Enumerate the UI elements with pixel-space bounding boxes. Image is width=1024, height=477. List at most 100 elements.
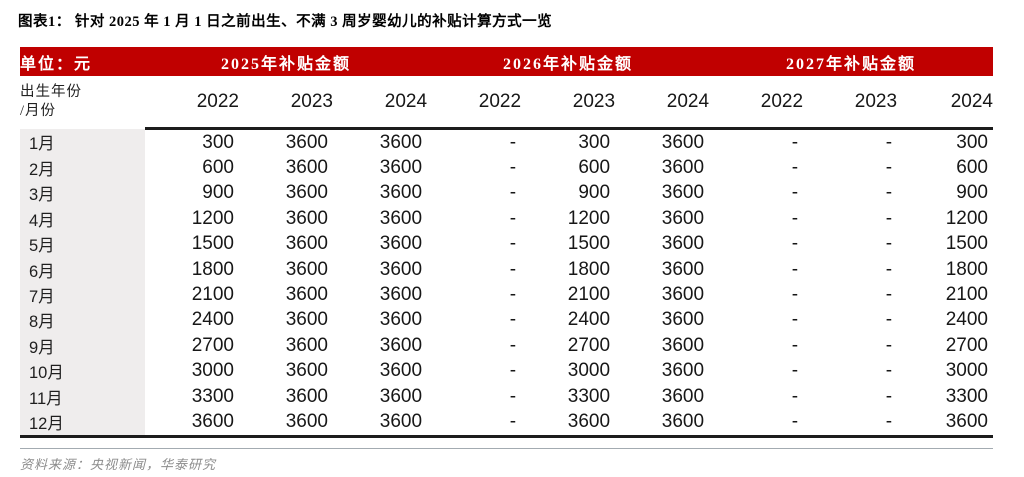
value-cell: 3600 — [379, 360, 423, 382]
year-header-cell: 2024 — [615, 76, 710, 130]
value-cell: - — [509, 309, 517, 331]
value-cell: - — [509, 334, 517, 356]
value-cell: - — [885, 360, 893, 382]
value-cell: - — [791, 284, 799, 306]
value-cell: 2400 — [191, 309, 234, 331]
value-cell: 3600 — [145, 409, 239, 438]
row-header: 出生年份 /月份 — [20, 76, 145, 129]
value-cell: 2400 — [567, 309, 611, 331]
value-cell: 3600 — [239, 409, 333, 438]
year-header-cell: 2022 — [427, 76, 522, 130]
value-cell: - — [509, 385, 517, 407]
month-cell: 8月 — [20, 307, 145, 334]
value-cell: 3600 — [285, 309, 328, 331]
source-note: 资料来源：央视新闻，华泰研究 — [20, 457, 217, 472]
month-cell: 1月 — [20, 128, 145, 156]
value-cell: - — [885, 157, 893, 179]
value-cell: - — [509, 360, 517, 382]
value-cell: - — [791, 157, 799, 179]
value-cell: - — [885, 207, 893, 229]
value-cell: 3600 — [379, 284, 423, 306]
group-header-row: 单位：元 2025年补贴金额 2026年补贴金额 2027年补贴金额 — [20, 47, 993, 76]
table-row: 4月 1200 3600 3600 - 1200 3600 - - 1200 — [20, 206, 993, 232]
value-cell: - — [509, 258, 517, 280]
value-cell: - — [509, 157, 517, 179]
year-header-cell: 2023 — [239, 76, 333, 130]
value-cell: 1500 — [945, 233, 988, 255]
month-cell: 4月 — [20, 206, 145, 232]
value-cell: 3600 — [285, 360, 328, 382]
value-cell: 3600 — [285, 385, 328, 407]
value-cell: 3600 — [285, 284, 328, 306]
value-cell: 3600 — [661, 258, 705, 280]
table-body: 1月 300 3600 3600-300 3600- -300 2月 600 3600 3600-… — [20, 128, 993, 438]
figure-title: 图表1： 针对 2025 年 1 月 1 日之前出生、不满 3 周岁婴幼儿的补贴… — [18, 14, 553, 30]
value-cell: 3600 — [661, 334, 705, 356]
table-row: 7月 2100 3600 3600 - 2100 3600 - - 2100 — [20, 282, 993, 308]
value-cell: 3600 — [285, 182, 328, 204]
value-cell: 1500 — [191, 233, 234, 255]
value-cell: 900 — [578, 182, 611, 204]
table-row: 12月 3600 3600 3600-3600 3600- -3600 — [20, 409, 993, 438]
table-row: 1月 300 3600 3600 - 300 3600 - - 300 — [20, 128, 993, 156]
value-cell: 1200 — [191, 207, 234, 229]
value-cell: 3600 — [285, 233, 328, 255]
value-cell: 3600 — [661, 157, 705, 179]
group-header-2026: 2026年补贴金额 — [427, 47, 710, 76]
value-cell: 1200 — [945, 207, 988, 229]
row-header-line2: /月份 — [20, 103, 57, 120]
year-header-cell: 2022 — [709, 76, 804, 130]
value-cell: 3600 — [285, 157, 328, 179]
value-cell: 3600 — [661, 360, 705, 382]
value-cell: - — [791, 182, 799, 204]
month-cell: 12月 — [20, 409, 145, 438]
value-cell: 2400 — [945, 309, 988, 331]
value-cell: - — [791, 385, 799, 407]
value-cell: 3600 — [379, 334, 423, 356]
value-cell: 3600 — [379, 233, 423, 255]
month-cell: 9月 — [20, 333, 145, 359]
year-header-cell: 2023 — [803, 76, 898, 130]
value-cell: - — [791, 334, 799, 356]
value-cell: 1800 — [945, 258, 988, 280]
value-cell: 300 — [578, 131, 611, 153]
year-header-cell: 2024 — [897, 76, 993, 130]
value-cell: - — [885, 309, 893, 331]
year-header-cell: 2023 — [521, 76, 616, 130]
value-cell: 3600 — [661, 309, 705, 331]
value-cell: - — [427, 409, 522, 438]
table-row: 5月 1500 3600 3600 - 1500 3600 - - 1500 — [20, 231, 993, 257]
year-header-row: 出生年份 /月份 2022 2023 2024 2022 2023 2024 2022 202… — [20, 76, 993, 130]
value-cell: 3600 — [379, 258, 423, 280]
value-cell: 3600 — [379, 309, 423, 331]
value-cell: 3600 — [615, 409, 710, 438]
value-cell: - — [885, 182, 893, 204]
table-row: 8月 2400 3600 3600 - 2400 3600 - - 2400 — [20, 307, 993, 334]
subsidy-table: 单位：元 2025年补贴金额 2026年补贴金额 2027年补贴金额 出生年份 … — [20, 47, 993, 438]
row-header-line1: 出生年份 — [20, 84, 82, 101]
value-cell: 3600 — [285, 207, 328, 229]
month-cell: 11月 — [20, 383, 145, 410]
value-cell: 300 — [956, 131, 988, 153]
value-cell: 3600 — [661, 182, 705, 204]
value-cell: - — [791, 309, 799, 331]
value-cell: 900 — [202, 182, 234, 204]
value-cell: - — [885, 233, 893, 255]
year-header-cell: 2022 — [145, 76, 239, 130]
value-cell: 1500 — [567, 233, 611, 255]
value-cell: 3000 — [567, 360, 611, 382]
value-cell: 2700 — [945, 334, 988, 356]
value-cell: - — [885, 131, 893, 153]
month-cell: 6月 — [20, 256, 145, 283]
value-cell: 2100 — [567, 284, 611, 306]
value-cell: 1800 — [567, 258, 611, 280]
value-cell: 3300 — [945, 385, 988, 407]
value-cell: 600 — [578, 157, 611, 179]
value-cell: 1200 — [567, 207, 611, 229]
value-cell: 3600 — [661, 233, 705, 255]
value-cell: - — [885, 284, 893, 306]
value-cell: 2100 — [191, 284, 234, 306]
value-cell: 3600 — [379, 131, 423, 153]
group-header-2027: 2027年补贴金额 — [709, 47, 993, 76]
